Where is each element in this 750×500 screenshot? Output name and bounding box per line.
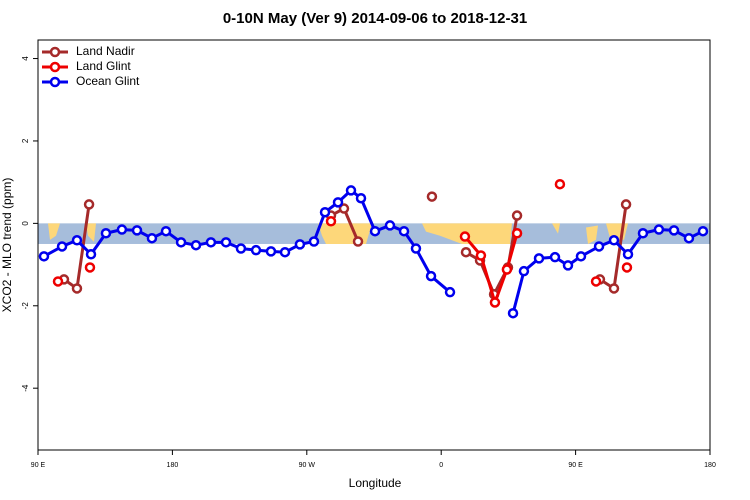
point bbox=[85, 249, 97, 260]
point bbox=[100, 228, 112, 239]
point bbox=[355, 192, 367, 204]
point bbox=[460, 246, 472, 258]
point bbox=[235, 243, 247, 254]
land bbox=[86, 223, 96, 242]
point bbox=[593, 241, 605, 252]
point bbox=[190, 239, 202, 251]
point bbox=[38, 251, 50, 262]
point bbox=[459, 231, 471, 242]
x-tick-label: 0 bbox=[439, 462, 443, 469]
point bbox=[56, 241, 68, 252]
point bbox=[325, 216, 337, 227]
point bbox=[549, 251, 561, 263]
land bbox=[48, 223, 60, 240]
point bbox=[294, 239, 306, 250]
point bbox=[131, 225, 143, 236]
land bbox=[552, 223, 560, 234]
point bbox=[683, 232, 695, 244]
x-tick-label: 90 E bbox=[31, 462, 46, 469]
x-tick-label: 90 W bbox=[299, 462, 316, 469]
point bbox=[533, 253, 545, 264]
point bbox=[116, 224, 128, 235]
point bbox=[444, 286, 456, 298]
y-axis-label: XCO2 - MLO trend (ppm) bbox=[0, 178, 14, 313]
point bbox=[575, 251, 587, 262]
x-tick-label: 180 bbox=[167, 462, 179, 469]
chart-title: 0-10N May (Ver 9) 2014-09-06 to 2018-12-… bbox=[223, 10, 527, 27]
point bbox=[518, 265, 530, 277]
point bbox=[250, 244, 262, 256]
plot-frame bbox=[37, 39, 711, 451]
point bbox=[622, 249, 634, 260]
series-line bbox=[63, 204, 628, 298]
point bbox=[637, 228, 649, 239]
point bbox=[554, 178, 566, 190]
point bbox=[338, 203, 350, 214]
y-tick-label: 4 bbox=[21, 56, 30, 61]
x-tick-label: 180 bbox=[704, 462, 716, 469]
point bbox=[475, 250, 487, 261]
point bbox=[501, 264, 513, 275]
point bbox=[332, 197, 344, 208]
series-line bbox=[43, 188, 704, 314]
point bbox=[352, 236, 364, 247]
legend-marker bbox=[49, 61, 61, 73]
point bbox=[489, 297, 501, 308]
y-tick-label: -2 bbox=[21, 302, 30, 310]
point bbox=[319, 206, 331, 218]
point bbox=[84, 262, 96, 273]
x-axis-label: Longitude bbox=[349, 476, 402, 490]
point bbox=[160, 225, 172, 237]
point bbox=[384, 220, 396, 231]
point bbox=[621, 262, 633, 273]
point bbox=[425, 270, 437, 282]
point bbox=[562, 260, 574, 271]
point bbox=[71, 235, 83, 246]
point bbox=[175, 237, 187, 248]
point bbox=[345, 185, 357, 196]
y-tick-label: 2 bbox=[21, 138, 30, 143]
legend-marker bbox=[49, 76, 61, 88]
point bbox=[697, 225, 709, 237]
legend-label: Land Glint bbox=[76, 59, 131, 73]
point bbox=[668, 225, 680, 236]
point bbox=[507, 307, 519, 319]
point bbox=[511, 210, 523, 221]
point bbox=[410, 243, 422, 254]
point bbox=[83, 199, 95, 210]
point bbox=[398, 225, 410, 237]
x-tick-label: 90 E bbox=[568, 462, 583, 469]
land bbox=[318, 223, 372, 244]
point bbox=[279, 246, 291, 258]
point bbox=[653, 224, 665, 235]
point bbox=[265, 246, 277, 257]
point bbox=[52, 276, 64, 287]
point bbox=[220, 237, 232, 248]
point bbox=[369, 225, 381, 237]
point bbox=[608, 283, 620, 294]
point bbox=[590, 276, 602, 287]
legend-label: Land Nadir bbox=[76, 44, 135, 58]
y-tick-label: -4 bbox=[21, 384, 30, 392]
y-tick-label: 0 bbox=[21, 221, 30, 226]
point bbox=[608, 235, 620, 246]
land bbox=[586, 225, 598, 244]
legend-label: Ocean Glint bbox=[76, 74, 140, 88]
point bbox=[426, 191, 438, 202]
point bbox=[308, 236, 320, 247]
point bbox=[146, 232, 158, 244]
legend-marker bbox=[49, 46, 61, 58]
point bbox=[205, 237, 217, 248]
point bbox=[511, 228, 523, 239]
point bbox=[71, 283, 83, 294]
point bbox=[620, 199, 632, 210]
